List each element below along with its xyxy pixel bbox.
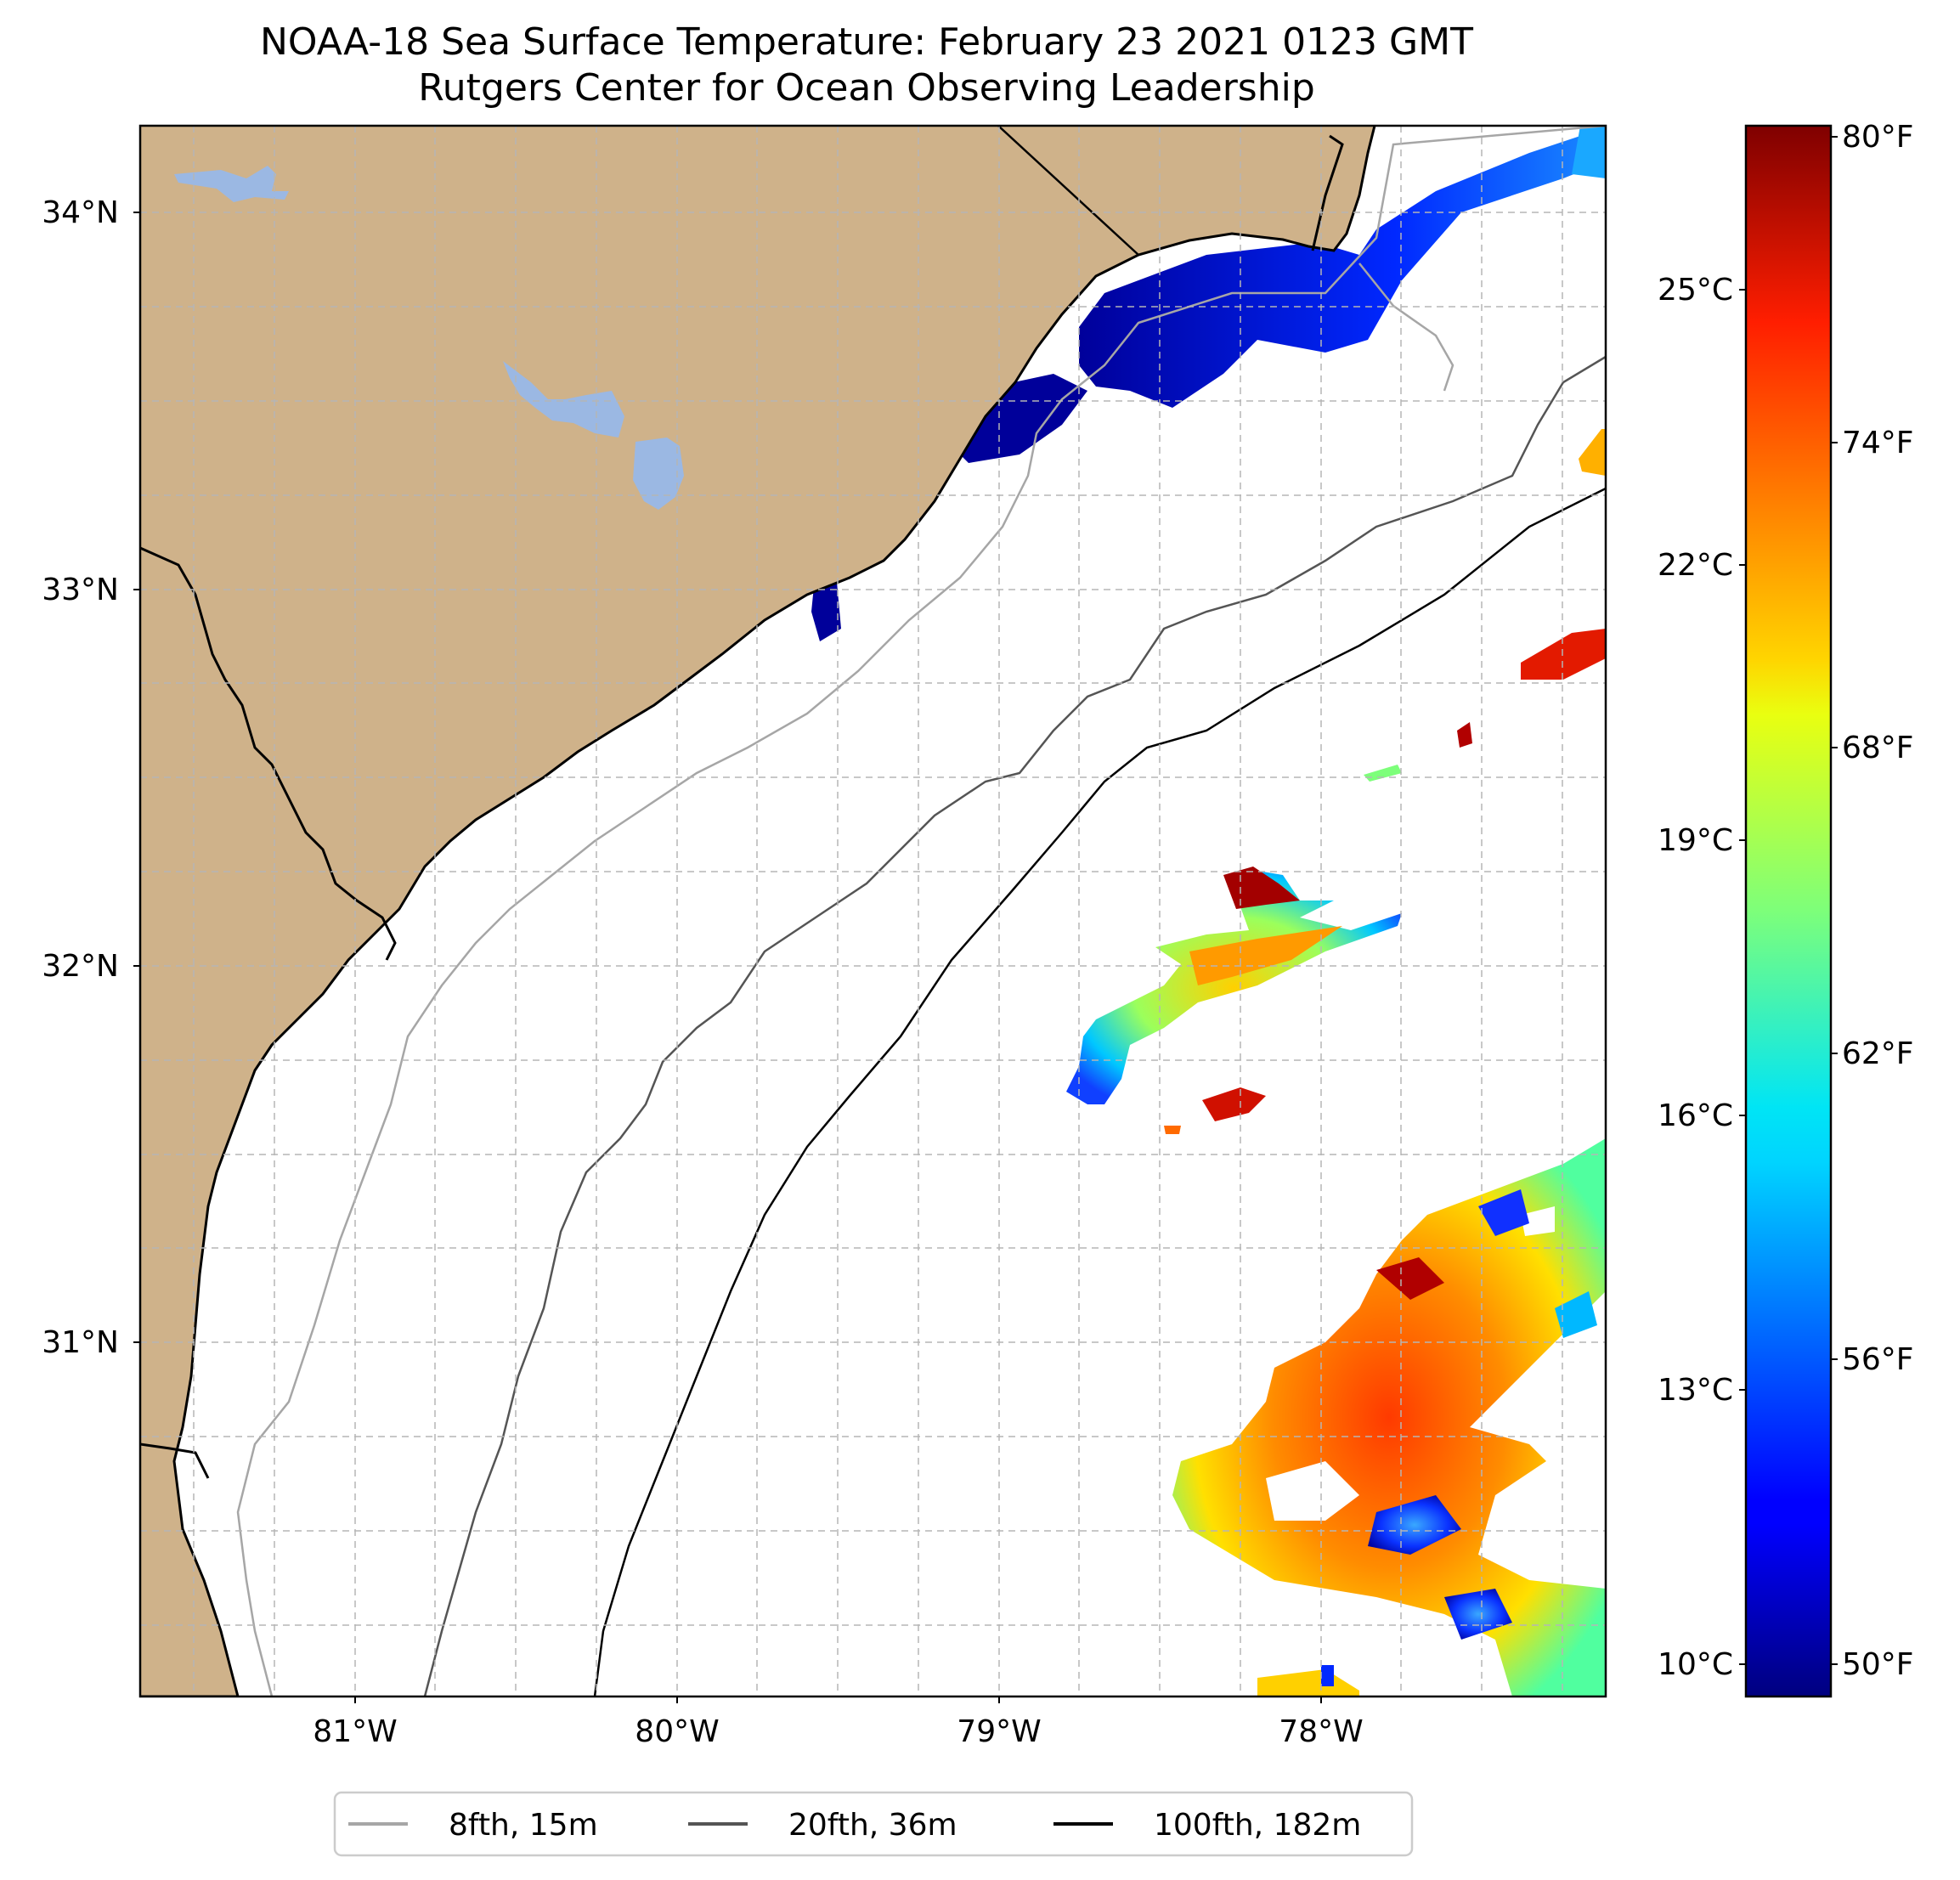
sst-patch-small-1 — [811, 582, 841, 641]
lake-marion — [503, 361, 624, 438]
sst-patch-warm-1 — [1521, 629, 1606, 680]
lat-label-34: 34°N — [42, 195, 119, 230]
sst-patch-warm-2 — [1457, 722, 1472, 748]
fahrenheit-label-50: 50°F — [1842, 1647, 1914, 1682]
lake-north — [174, 166, 289, 202]
sst-patch-se-cool-4 — [1555, 1291, 1597, 1338]
sst-patch-se-hole — [1266, 1461, 1359, 1521]
lon-label-81: 81°W — [313, 1714, 397, 1749]
legend-label-15m: 8fth, 15m — [449, 1808, 598, 1843]
legend-box — [333, 1791, 1414, 1857]
sst-patch-nearshore — [1079, 127, 1606, 408]
fahrenheit-label-56: 56°F — [1842, 1342, 1914, 1377]
celsius-label-22: 22°C — [1658, 548, 1733, 583]
sst-patch-se-hole-2 — [1521, 1206, 1555, 1236]
sst-patch-southeast — [1172, 1138, 1606, 1697]
lon-tick-labels: 81°W 80°W 79°W 78°W — [313, 1714, 1363, 1749]
celsius-label-10: 10°C — [1658, 1647, 1733, 1682]
celsius-label-25: 25°C — [1658, 273, 1733, 308]
map-frame — [138, 124, 1607, 1698]
lake-moultrie — [633, 438, 684, 510]
colorbar-fahrenheit-labels: 80°F 74°F 68°F 62°F 56°F 50°F — [1842, 120, 1914, 1682]
legend-label-36m: 20fth, 36m — [788, 1808, 957, 1843]
celsius-label-16: 16°C — [1658, 1098, 1733, 1133]
lon-label-78: 78°W — [1279, 1714, 1363, 1749]
isobath-15m — [236, 126, 1606, 1697]
lat-label-33: 33°N — [42, 573, 119, 607]
lat-tick-labels: 34°N 33°N 32°N 31°N — [42, 195, 119, 1360]
sst-patch-se-cool-2 — [1444, 1589, 1512, 1640]
sst-patch-small-green — [1364, 765, 1402, 782]
sst-patch-central — [1066, 871, 1402, 1104]
colorbar-celsius-labels: 25°C 22°C 19°C 16°C 13°C 10°C — [1658, 273, 1733, 1682]
axis-ticks — [133, 212, 1322, 1703]
figure-subtitle: Rutgers Center for Ocean Observing Leade… — [418, 66, 1315, 110]
sst-patch-warm-3 — [1579, 429, 1606, 476]
lakes — [174, 166, 684, 510]
sst-patch-se-cool-3 — [1478, 1189, 1529, 1236]
land-mass — [140, 126, 1376, 1697]
lat-label-32: 32°N — [42, 949, 119, 984]
legend: 8fth, 15m 20fth, 36m 100fth, 182m — [333, 1791, 1414, 1857]
colorbar: 25°C 22°C 19°C 16°C 13°C 10°C 80°F 74°F … — [1658, 120, 1914, 1698]
sst-patch-ne-corner — [1572, 126, 1606, 178]
isobath-15m-branch — [1358, 263, 1454, 392]
lon-label-79: 79°W — [957, 1714, 1041, 1749]
celsius-label-13: 13°C — [1658, 1373, 1733, 1408]
state-border-line — [997, 126, 1139, 256]
gridlines — [140, 126, 1606, 1697]
isobaths — [236, 126, 1606, 1697]
coastal-details — [140, 134, 1344, 1479]
sst-patch-se-cool-1 — [1368, 1495, 1461, 1555]
fahrenheit-label-80: 80°F — [1842, 120, 1914, 155]
celsius-label-19: 19°C — [1658, 823, 1733, 858]
sst-patch-central-red — [1223, 867, 1300, 909]
sst-patch-se-red — [1376, 1257, 1444, 1300]
fahrenheit-label-68: 68°F — [1842, 731, 1914, 765]
sst-patch-small-red — [1202, 1087, 1266, 1121]
sst-patch-central-orange — [1189, 926, 1342, 985]
isobath-182m — [593, 487, 1606, 1697]
lon-label-80: 80°W — [635, 1714, 719, 1749]
lat-label-31: 31°N — [42, 1325, 119, 1360]
colorbar-gradient — [1744, 124, 1833, 1698]
map-content — [140, 126, 1606, 1697]
sst-patch-small-cyan — [1164, 1126, 1181, 1134]
legend-label-182m: 100fth, 182m — [1154, 1808, 1361, 1843]
fahrenheit-label-74: 74°F — [1842, 426, 1914, 460]
sst-patch-nearshore-south — [952, 374, 1087, 463]
isobath-36m — [423, 355, 1606, 1697]
figure-title: NOAA-18 Sea Surface Temperature: Februar… — [260, 20, 1473, 64]
sst-patch-south-blue — [1321, 1665, 1334, 1686]
sst-data-layer — [811, 126, 1606, 1697]
fahrenheit-label-62: 62°F — [1842, 1036, 1914, 1071]
